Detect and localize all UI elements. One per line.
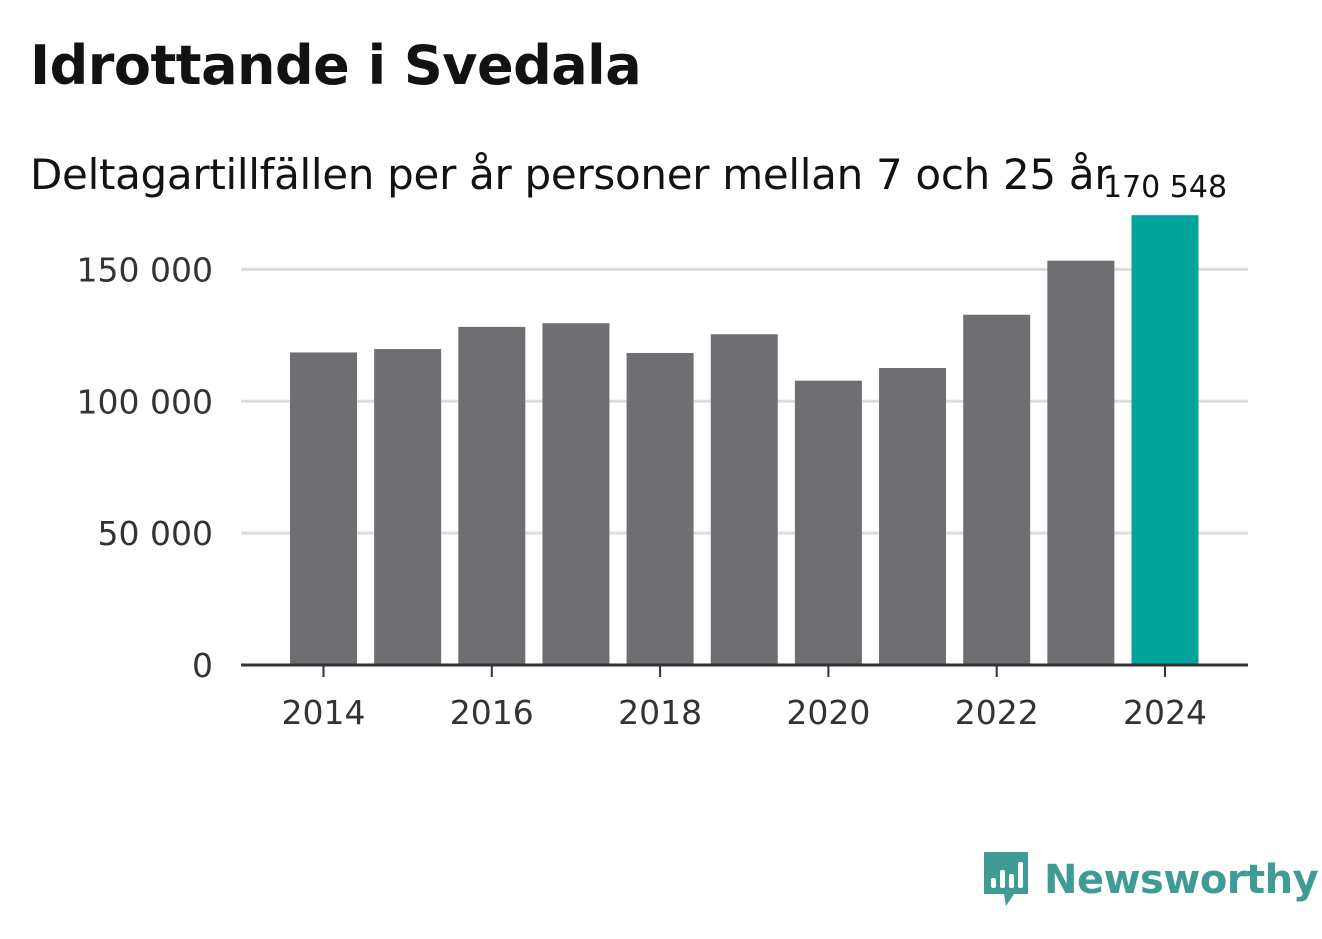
bar-2018 (626, 352, 694, 665)
brand-logo: Newsworthy (980, 850, 1319, 910)
x-tick-label: 2018 (618, 693, 702, 732)
data-labels: 170 548 (1103, 170, 1227, 205)
bar-2015 (374, 349, 442, 665)
bar-2019 (710, 334, 778, 665)
y-axis-ticks: 0 50 000 100 000 150 000 (77, 250, 213, 685)
y-tick-label: 0 (192, 646, 213, 685)
brand-name: Newsworthy (1044, 857, 1319, 903)
y-tick-label: 150 000 (77, 250, 213, 289)
bar-2017 (542, 323, 610, 665)
bar-2014 (290, 352, 357, 665)
bar-2016 (458, 326, 526, 665)
bar-2023 (1047, 260, 1115, 665)
x-tick-label: 2014 (282, 693, 366, 732)
bar-2022 (963, 314, 1031, 665)
chart-title: Idrottande i Svedala (30, 34, 642, 97)
data-label-2024: 170 548 (1103, 170, 1227, 205)
x-tick-label: 2024 (1123, 693, 1207, 732)
bars (290, 215, 1199, 665)
y-tick-label: 50 000 (98, 514, 213, 553)
x-axis-ticks: 2014 2016 2018 2020 2022 2024 (282, 665, 1207, 732)
x-tick-label: 2020 (786, 693, 870, 732)
bar-2020 (794, 380, 862, 665)
bar-2024 (1131, 215, 1199, 665)
x-tick-label: 2016 (450, 693, 534, 732)
x-tick-label: 2022 (955, 693, 1039, 732)
chart-subtitle: Deltagartillfällen per år personer mella… (30, 150, 1112, 199)
y-tick-label: 100 000 (77, 382, 213, 421)
bar-2021 (879, 368, 947, 665)
newsworthy-logo-icon (984, 852, 1028, 906)
